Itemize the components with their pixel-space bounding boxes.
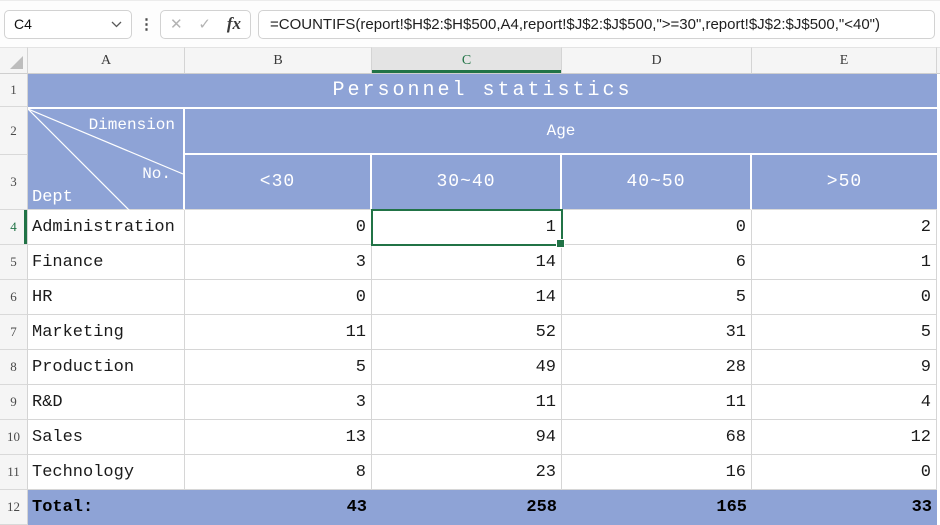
- column-header-a[interactable]: A: [28, 47, 185, 74]
- age-group-header-cell[interactable]: Age: [185, 107, 937, 155]
- age-column-30-40[interactable]: 30~40: [372, 155, 562, 210]
- column-header-c-selected[interactable]: C: [372, 47, 562, 74]
- value-cell[interactable]: 31: [562, 315, 752, 350]
- value-cell[interactable]: 11: [562, 385, 752, 420]
- formula-text: =COUNTIFS(report!$H$2:$H$500,A4,report!$…: [270, 15, 880, 33]
- value-cell[interactable]: 4: [752, 385, 937, 420]
- value-cell[interactable]: 52: [372, 315, 562, 350]
- row-header-9[interactable]: 9: [0, 385, 28, 420]
- value-cell[interactable]: 3: [185, 245, 372, 280]
- sheet-grid: A B C D E 1 2 3 4 5 6 7 8 9 10 11 12 Per…: [0, 47, 940, 525]
- select-all-triangle-icon: [10, 56, 23, 69]
- value-cell[interactable]: 1: [752, 245, 937, 280]
- total-value-cell[interactable]: 43: [185, 490, 372, 525]
- value-cell[interactable]: 0: [752, 280, 937, 315]
- value-cell[interactable]: 11: [185, 315, 372, 350]
- value-cell[interactable]: 0: [185, 210, 372, 245]
- diagonal-label-dimension: Dimension: [88, 116, 175, 134]
- column-header-e[interactable]: E: [752, 47, 937, 74]
- dept-cell[interactable]: Production: [28, 350, 185, 385]
- value-cell[interactable]: 23: [372, 455, 562, 490]
- row-header-4-selected[interactable]: 4: [0, 210, 28, 245]
- age-column-40-50[interactable]: 40~50: [562, 155, 752, 210]
- row-header-7[interactable]: 7: [0, 315, 28, 350]
- value-cell[interactable]: 0: [752, 455, 937, 490]
- name-box[interactable]: C4: [4, 9, 132, 39]
- dept-cell[interactable]: Administration: [28, 210, 185, 245]
- value-cell[interactable]: 9: [752, 350, 937, 385]
- dept-cell[interactable]: Marketing: [28, 315, 185, 350]
- value-cell[interactable]: 6: [562, 245, 752, 280]
- row-header-11[interactable]: 11: [0, 455, 28, 490]
- value-cell[interactable]: 16: [562, 455, 752, 490]
- value-cell[interactable]: 28: [562, 350, 752, 385]
- value-cell[interactable]: 14: [372, 280, 562, 315]
- formula-buttons: ✕ ✓ fx: [160, 9, 251, 39]
- total-value-cell[interactable]: 165: [562, 490, 752, 525]
- dept-cell[interactable]: R&D: [28, 385, 185, 420]
- table-title-cell[interactable]: Personnel statistics: [28, 74, 937, 107]
- row-header-12[interactable]: 12: [0, 490, 28, 525]
- total-label-cell[interactable]: Total:: [28, 490, 185, 525]
- value-cell[interactable]: 94: [372, 420, 562, 455]
- value-cell[interactable]: 13: [185, 420, 372, 455]
- cell-reference: C4: [14, 16, 32, 32]
- value-cell[interactable]: 49: [372, 350, 562, 385]
- total-value-cell[interactable]: 258: [372, 490, 562, 525]
- row-header-8[interactable]: 8: [0, 350, 28, 385]
- value-cell[interactable]: 2: [752, 210, 937, 245]
- toolbar-drag-handle-icon[interactable]: ⋮: [139, 15, 154, 33]
- value-cell[interactable]: 5: [185, 350, 372, 385]
- formula-toolbar: C4 ⋮ ✕ ✓ fx =COUNTIFS(report!$H$2:$H$500…: [0, 0, 940, 47]
- cancel-icon[interactable]: ✕: [170, 16, 183, 33]
- row-header-3[interactable]: 3: [0, 155, 28, 210]
- dept-cell[interactable]: Technology: [28, 455, 185, 490]
- value-cell[interactable]: 0: [185, 280, 372, 315]
- value-cell[interactable]: 12: [752, 420, 937, 455]
- value-cell[interactable]: 5: [562, 280, 752, 315]
- value-cell-c4-selected[interactable]: 1: [372, 210, 562, 245]
- formula-input[interactable]: =COUNTIFS(report!$H$2:$H$500,A4,report!$…: [258, 9, 935, 39]
- column-header-d[interactable]: D: [562, 47, 752, 74]
- row-header-10[interactable]: 10: [0, 420, 28, 455]
- age-column-over-50[interactable]: >50: [752, 155, 937, 210]
- row-header-1[interactable]: 1: [0, 74, 28, 107]
- value-cell[interactable]: 5: [752, 315, 937, 350]
- value-cell[interactable]: 0: [562, 210, 752, 245]
- age-column-under-30[interactable]: <30: [185, 155, 372, 210]
- column-header-filler: [937, 47, 940, 74]
- row-header-5[interactable]: 5: [0, 245, 28, 280]
- select-all-button[interactable]: [0, 47, 28, 74]
- column-header-b[interactable]: B: [185, 47, 372, 74]
- diagonal-lines: [28, 109, 183, 212]
- chevron-down-icon[interactable]: [111, 21, 122, 28]
- dept-cell[interactable]: HR: [28, 280, 185, 315]
- confirm-icon[interactable]: ✓: [198, 16, 211, 33]
- dept-cell[interactable]: Sales: [28, 420, 185, 455]
- diagonal-header-cell[interactable]: Dimension No. Dept: [28, 107, 185, 212]
- value-cell[interactable]: 11: [372, 385, 562, 420]
- value-cell[interactable]: 14: [372, 245, 562, 280]
- value-cell[interactable]: 8: [185, 455, 372, 490]
- value-cell[interactable]: 3: [185, 385, 372, 420]
- row-header-6[interactable]: 6: [0, 280, 28, 315]
- row-header-2[interactable]: 2: [0, 107, 28, 155]
- total-value-cell[interactable]: 33: [752, 490, 937, 525]
- dept-cell[interactable]: Finance: [28, 245, 185, 280]
- diagonal-label-dept: Dept: [32, 188, 73, 207]
- value-cell[interactable]: 68: [562, 420, 752, 455]
- insert-function-icon[interactable]: fx: [226, 14, 241, 33]
- diagonal-label-no: No.: [142, 165, 171, 183]
